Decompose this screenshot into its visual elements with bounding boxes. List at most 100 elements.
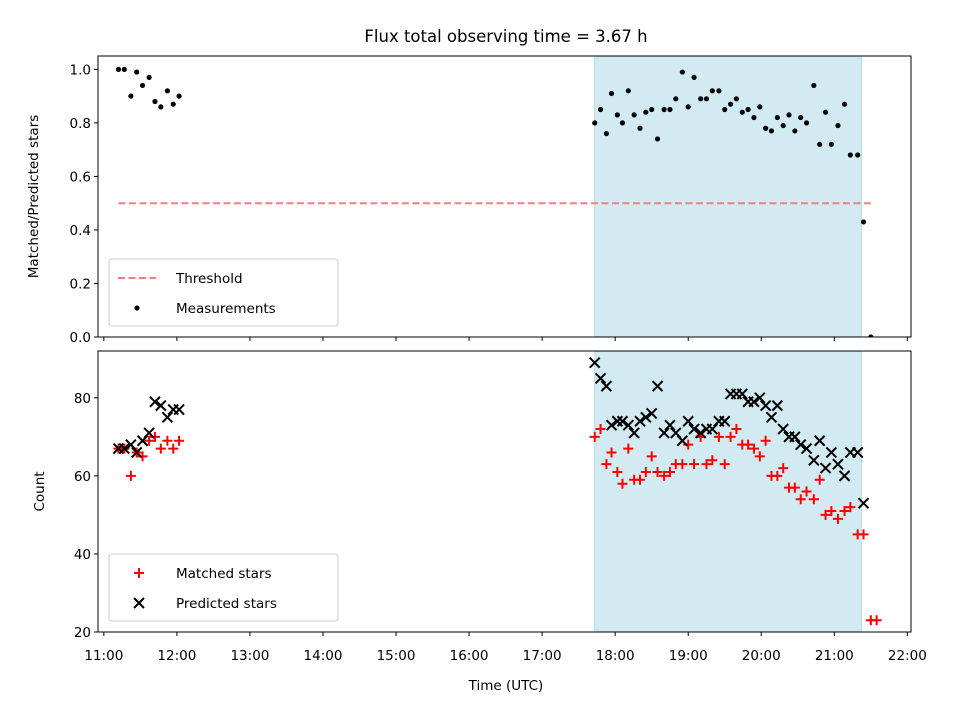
data-point bbox=[768, 128, 775, 134]
data-point bbox=[774, 114, 780, 121]
data-point bbox=[682, 415, 694, 427]
data-point bbox=[168, 443, 179, 454]
ratio-panel: 0.0 0.2 0.4 0.6 0.8 1.0 Threshold Measurements bbox=[70, 55, 912, 346]
data-point bbox=[654, 136, 661, 142]
data-point bbox=[694, 427, 707, 439]
data-point bbox=[115, 66, 122, 72]
data-point bbox=[871, 615, 882, 626]
legend-frame bbox=[108, 553, 339, 622]
data-point bbox=[594, 372, 607, 385]
data-point bbox=[716, 88, 722, 94]
data-point bbox=[814, 474, 825, 485]
data-point bbox=[589, 431, 600, 442]
series-measurements bbox=[115, 66, 874, 337]
data-point bbox=[146, 74, 152, 81]
data-point bbox=[832, 513, 843, 524]
data-point bbox=[822, 109, 829, 115]
y-tick-label: 20 bbox=[74, 625, 91, 641]
data-point bbox=[703, 96, 710, 102]
data-point bbox=[743, 439, 754, 450]
data-point bbox=[608, 90, 615, 97]
x-tick-label: 12:00 bbox=[157, 648, 196, 664]
data-point bbox=[617, 478, 628, 489]
x-tick-label: 19:00 bbox=[669, 648, 708, 664]
data-point bbox=[640, 411, 652, 424]
data-point bbox=[789, 431, 801, 443]
data-point bbox=[860, 219, 867, 225]
legend-matched-swatch bbox=[134, 568, 144, 578]
data-point bbox=[611, 415, 624, 427]
y-axis-label-ratio: Matched/Predicted stars bbox=[26, 115, 42, 278]
legend: Matched stars Predicted stars bbox=[108, 553, 339, 622]
figure-title: Flux total observing time = 3.67 h bbox=[364, 27, 647, 46]
legend-label-threshold: Threshold bbox=[175, 271, 243, 287]
data-point bbox=[801, 486, 812, 497]
data-point bbox=[789, 482, 800, 493]
data-point bbox=[722, 106, 728, 113]
legend-predicted-swatch bbox=[133, 597, 145, 609]
data-point bbox=[652, 466, 663, 477]
data-point bbox=[597, 106, 604, 113]
data-point bbox=[811, 82, 817, 89]
data-point bbox=[825, 446, 838, 459]
data-point bbox=[162, 435, 173, 446]
data-point bbox=[745, 106, 751, 113]
data-point bbox=[845, 502, 856, 513]
y-tick-label: 0.8 bbox=[70, 116, 91, 132]
data-point bbox=[839, 506, 850, 517]
data-point bbox=[134, 69, 140, 75]
data-point bbox=[139, 82, 146, 89]
data-point bbox=[826, 506, 837, 517]
data-point bbox=[808, 454, 820, 466]
observing-window-band bbox=[594, 350, 862, 633]
data-point bbox=[661, 106, 667, 113]
data-point bbox=[667, 106, 673, 113]
data-point bbox=[817, 141, 823, 147]
data-point bbox=[589, 357, 601, 369]
data-point bbox=[176, 93, 182, 99]
data-point bbox=[754, 392, 766, 404]
data-point bbox=[664, 466, 675, 477]
data-point bbox=[645, 407, 658, 420]
data-point bbox=[772, 470, 783, 481]
axes-frame bbox=[97, 350, 912, 633]
data-point bbox=[173, 403, 185, 416]
data-point bbox=[748, 443, 759, 454]
data-point bbox=[828, 141, 834, 147]
x-axis-label: Time (UTC) bbox=[468, 678, 544, 694]
data-point bbox=[835, 122, 841, 129]
data-point bbox=[765, 411, 778, 424]
x-tick-label: 17:00 bbox=[523, 648, 562, 664]
data-point bbox=[847, 152, 853, 158]
data-point bbox=[748, 396, 760, 408]
data-point bbox=[595, 424, 606, 435]
data-point bbox=[798, 114, 804, 121]
data-point bbox=[803, 120, 810, 126]
data-point bbox=[841, 101, 848, 107]
data-point bbox=[786, 112, 792, 118]
data-point bbox=[131, 446, 143, 459]
observing-window-band bbox=[594, 55, 862, 338]
data-point bbox=[623, 443, 634, 454]
data-point bbox=[592, 120, 598, 126]
data-point bbox=[778, 463, 789, 474]
data-point bbox=[820, 509, 831, 520]
data-point bbox=[676, 435, 689, 447]
data-point bbox=[858, 529, 869, 540]
data-point bbox=[777, 423, 789, 435]
data-point bbox=[707, 455, 718, 466]
data-point bbox=[619, 120, 626, 126]
plot-area bbox=[115, 66, 875, 337]
y-tick-label: 0.0 bbox=[70, 330, 91, 346]
count-panel: 20 40 60 80 11:00 12:00 13:00 14:00 15:00 16:00 17… bbox=[74, 350, 927, 664]
data-point bbox=[857, 497, 870, 509]
data-point bbox=[679, 69, 685, 75]
series-predicted-stars bbox=[112, 357, 870, 509]
data-point bbox=[727, 101, 734, 107]
data-point bbox=[155, 443, 166, 454]
data-point bbox=[688, 423, 700, 435]
data-point bbox=[780, 122, 786, 129]
data-point bbox=[606, 447, 617, 458]
data-point bbox=[649, 106, 655, 113]
